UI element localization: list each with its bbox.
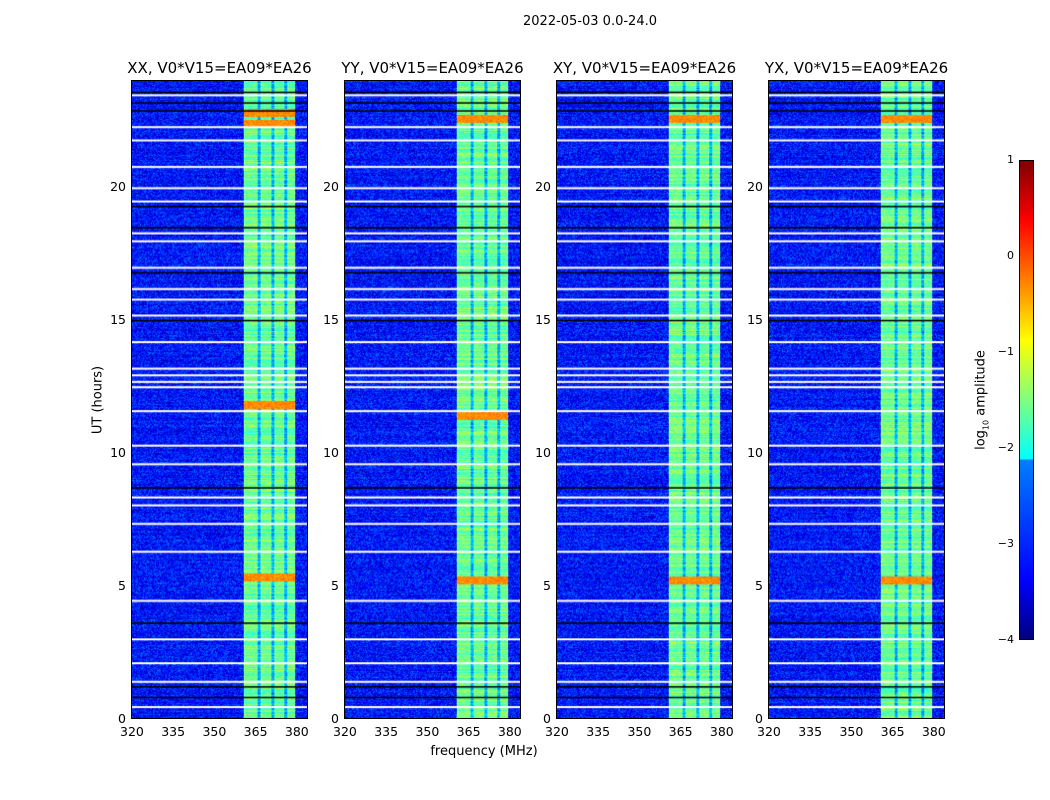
- heatmap-canvas: [769, 81, 944, 718]
- heatmap-canvas: [132, 81, 307, 718]
- heatmap-canvas: [345, 81, 520, 718]
- colorbar-label-log: log: [973, 430, 989, 450]
- y-tick-label: 0: [331, 711, 339, 726]
- figure-title: 2022-05-03 0.0-24.0: [523, 14, 657, 29]
- colorbar-tick-label: −1: [997, 345, 1014, 358]
- colorbar-tick-label: −2: [997, 441, 1014, 454]
- x-tick-label: 350: [415, 724, 440, 739]
- y-tick-label: 15: [535, 311, 551, 327]
- y-tick-label: 10: [110, 444, 126, 460]
- panel-title: YY, V0*V15=EA09*EA26: [341, 59, 524, 77]
- y-tick-label: 10: [747, 444, 763, 460]
- colorbar-tick-label: 1: [1007, 153, 1014, 166]
- heatmap-panel: [556, 80, 733, 719]
- x-tick-label: 335: [374, 724, 399, 739]
- colorbar: [1019, 160, 1034, 640]
- x-tick-label: 335: [586, 724, 611, 739]
- x-tick-label: 365: [243, 724, 268, 739]
- x-tick-label: 365: [880, 724, 905, 739]
- y-tick-label: 0: [755, 711, 763, 726]
- y-tick-label: 5: [118, 577, 126, 593]
- colorbar-tick-label: 0: [1007, 249, 1014, 262]
- heatmap-canvas: [557, 81, 732, 718]
- heatmap-panel: [344, 80, 521, 719]
- x-tick-label: 335: [798, 724, 823, 739]
- x-tick-label: 365: [668, 724, 693, 739]
- colorbar-tick-label: −4: [997, 633, 1014, 646]
- y-tick-label: 20: [535, 178, 551, 194]
- x-tick-label: 350: [202, 724, 227, 739]
- y-tick-label: 0: [118, 711, 126, 726]
- y-tick-label: 10: [323, 444, 339, 460]
- x-tick-label: 320: [120, 724, 144, 739]
- x-tick-label: 380: [921, 724, 946, 739]
- x-tick-label: 320: [757, 724, 781, 739]
- y-tick-label: 20: [110, 178, 126, 194]
- x-tick-label: 320: [545, 724, 569, 739]
- y-tick-label: 20: [323, 178, 339, 194]
- x-tick-label: 380: [709, 724, 734, 739]
- heatmap-panel: [768, 80, 945, 719]
- y-tick-label: 10: [535, 444, 551, 460]
- y-axis-label: UT (hours): [90, 365, 106, 435]
- x-tick-label: 350: [839, 724, 864, 739]
- x-tick-label: 320: [333, 724, 357, 739]
- x-tick-label: 380: [497, 724, 522, 739]
- colorbar-label: log10 amplitude: [974, 350, 991, 450]
- y-tick-label: 5: [543, 577, 551, 593]
- colorbar-tick-label: −3: [997, 537, 1014, 550]
- heatmap-panel: [131, 80, 308, 719]
- y-tick-label: 0: [543, 711, 551, 726]
- y-tick-label: 5: [331, 577, 339, 593]
- y-tick-label: 15: [110, 311, 126, 327]
- panel-title: YX, V0*V15=EA09*EA26: [764, 59, 949, 77]
- y-tick-label: 15: [747, 311, 763, 327]
- x-axis-label: frequency (MHz): [430, 744, 538, 759]
- y-tick-label: 15: [323, 311, 339, 327]
- y-tick-label: 20: [747, 178, 763, 194]
- x-tick-label: 380: [284, 724, 309, 739]
- x-tick-label: 365: [456, 724, 481, 739]
- y-tick-label: 5: [755, 577, 763, 593]
- x-tick-label: 350: [627, 724, 652, 739]
- panel-title: XX, V0*V15=EA09*EA26: [127, 59, 312, 77]
- x-tick-label: 335: [161, 724, 186, 739]
- panel-title: XY, V0*V15=EA09*EA26: [552, 59, 737, 77]
- colorbar-label-rest: amplitude: [973, 350, 989, 420]
- colorbar-label-sub: 10: [981, 419, 991, 431]
